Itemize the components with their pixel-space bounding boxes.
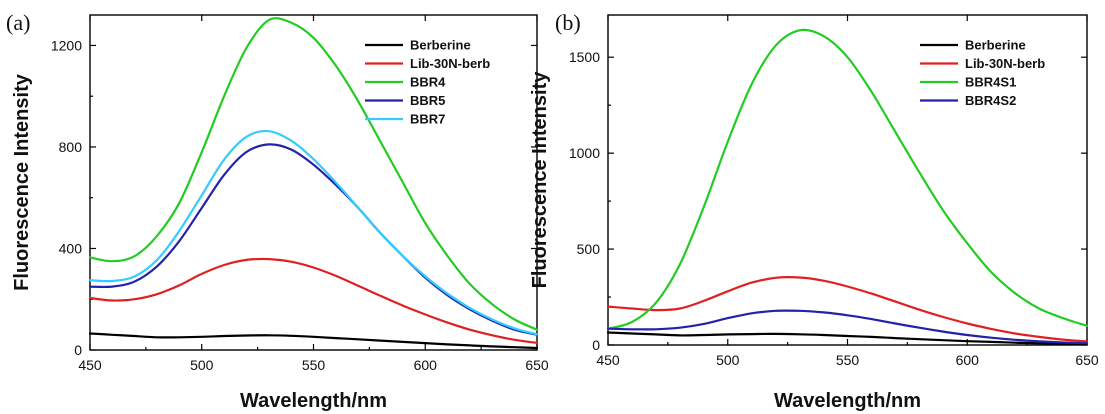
x-axis-title: Wavelength/nm xyxy=(774,390,921,412)
legend-label: BBR4 xyxy=(410,75,446,90)
legend-label: Lib-30N-berb xyxy=(410,56,490,71)
series-line-bbr5 xyxy=(88,143,539,336)
series-line-bbr4 xyxy=(88,17,539,331)
series-line-berberine xyxy=(606,331,1089,346)
panel-label: (a) xyxy=(6,10,30,35)
x-tick-label: 650 xyxy=(525,357,549,373)
y-tick-label: 1000 xyxy=(569,145,600,161)
x-tick-label: 500 xyxy=(716,352,740,368)
x-axis-title: Wavelength/nm xyxy=(240,390,387,412)
y-tick-label: 1500 xyxy=(569,49,600,65)
y-tick-label: 400 xyxy=(59,240,83,256)
x-tick-label: 450 xyxy=(78,357,102,373)
chart-panel-a: 450 500 550 600 650 0 400 800 1200 Wavelength/nm F… xyxy=(6,10,549,412)
legend-label: BBR5 xyxy=(410,93,445,108)
series-line-lib-30n-berb xyxy=(88,257,539,344)
x-tick-label: 550 xyxy=(302,357,326,373)
y-tick-label: 1200 xyxy=(51,37,82,53)
series-line-bbr7 xyxy=(88,129,539,336)
x-tick-label: 650 xyxy=(1075,352,1099,368)
x-tick-label: 500 xyxy=(190,357,214,373)
series-line-lib-30n-berb xyxy=(606,276,1089,343)
y-axis-title: Fluorescence Intensity xyxy=(11,73,33,291)
series-line-berberine xyxy=(88,332,539,350)
y-tick-label: 500 xyxy=(577,241,601,257)
legend-label: Berberine xyxy=(965,38,1026,53)
legend-label: BBR4S1 xyxy=(965,75,1016,90)
chart-panel-b: 450 500 550 600 650 0 500 1000 1500 Wavelength/nm… xyxy=(529,10,1099,412)
panel-label: (b) xyxy=(555,10,581,35)
series-line-bbr4s1 xyxy=(606,28,1089,330)
x-tick-label: 600 xyxy=(414,357,438,373)
legend-label: Lib-30N-berb xyxy=(965,56,1045,71)
legend-label: BBR4S2 xyxy=(965,93,1016,108)
y-tick-label: 800 xyxy=(59,139,83,155)
legend-label: BBR7 xyxy=(410,112,445,127)
x-tick-label: 600 xyxy=(956,352,980,368)
series-line-bbr4s2 xyxy=(606,309,1089,345)
x-tick-label: 450 xyxy=(596,352,620,368)
legend-label: Berberine xyxy=(410,38,471,53)
x-tick-label: 550 xyxy=(836,352,860,368)
y-tick-label: 0 xyxy=(74,342,82,358)
y-axis-title: Fluorescence Intensity xyxy=(529,71,551,289)
y-tick-label: 0 xyxy=(592,337,600,353)
